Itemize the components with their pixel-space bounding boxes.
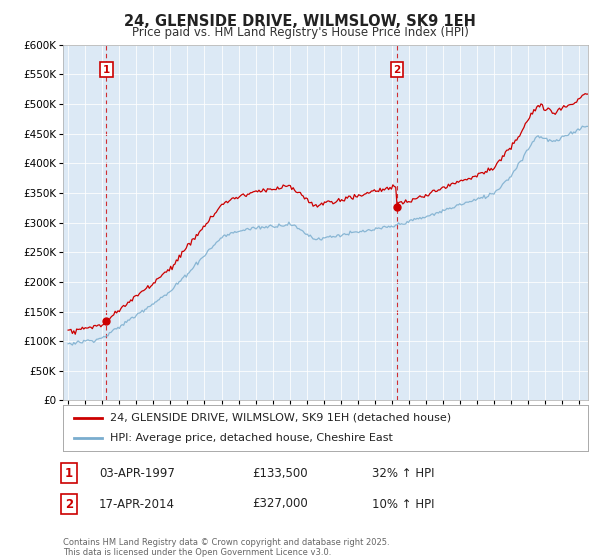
Text: 2: 2 <box>393 65 401 74</box>
Text: Price paid vs. HM Land Registry's House Price Index (HPI): Price paid vs. HM Land Registry's House … <box>131 26 469 39</box>
Text: 03-APR-1997: 03-APR-1997 <box>99 466 175 480</box>
Text: 24, GLENSIDE DRIVE, WILMSLOW, SK9 1EH (detached house): 24, GLENSIDE DRIVE, WILMSLOW, SK9 1EH (d… <box>110 413 451 423</box>
Text: 10% ↑ HPI: 10% ↑ HPI <box>372 497 434 511</box>
Text: Contains HM Land Registry data © Crown copyright and database right 2025.
This d: Contains HM Land Registry data © Crown c… <box>63 538 389 557</box>
Text: HPI: Average price, detached house, Cheshire East: HPI: Average price, detached house, Ches… <box>110 433 393 443</box>
Text: 32% ↑ HPI: 32% ↑ HPI <box>372 466 434 480</box>
Text: £133,500: £133,500 <box>252 466 308 480</box>
Text: 1: 1 <box>65 466 73 480</box>
Text: 1: 1 <box>103 65 110 74</box>
Text: 2: 2 <box>65 497 73 511</box>
Text: 17-APR-2014: 17-APR-2014 <box>99 497 175 511</box>
Text: 24, GLENSIDE DRIVE, WILMSLOW, SK9 1EH: 24, GLENSIDE DRIVE, WILMSLOW, SK9 1EH <box>124 14 476 29</box>
Text: £327,000: £327,000 <box>252 497 308 511</box>
